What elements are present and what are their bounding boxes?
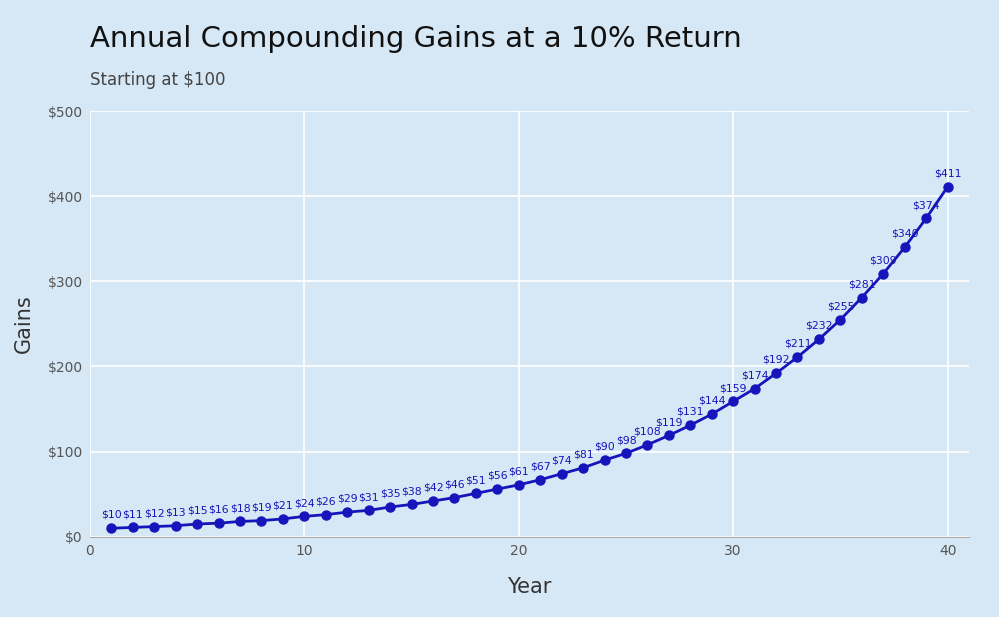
Text: $74: $74 xyxy=(551,455,572,465)
Text: $90: $90 xyxy=(594,442,615,452)
Text: $26: $26 xyxy=(316,496,336,507)
Text: $56: $56 xyxy=(487,471,507,481)
Text: $10: $10 xyxy=(101,510,122,520)
Text: $144: $144 xyxy=(698,396,725,406)
Text: $67: $67 xyxy=(529,462,550,471)
Text: $31: $31 xyxy=(359,492,379,502)
Text: $21: $21 xyxy=(273,500,293,511)
Text: $16: $16 xyxy=(208,505,229,515)
Text: $411: $411 xyxy=(934,168,961,178)
Text: $119: $119 xyxy=(655,417,682,427)
Text: $192: $192 xyxy=(762,355,790,365)
Text: $15: $15 xyxy=(187,506,208,516)
Text: $174: $174 xyxy=(741,370,768,380)
Text: $255: $255 xyxy=(826,301,854,312)
Text: $13: $13 xyxy=(166,507,186,518)
X-axis label: Year: Year xyxy=(507,577,551,597)
Text: $281: $281 xyxy=(848,280,875,289)
Text: $18: $18 xyxy=(230,503,251,513)
Text: $46: $46 xyxy=(445,479,465,489)
Text: $340: $340 xyxy=(891,229,918,239)
Text: $12: $12 xyxy=(144,508,165,518)
Text: $24: $24 xyxy=(294,498,315,508)
Y-axis label: Gains: Gains xyxy=(14,294,34,354)
Text: Annual Compounding Gains at a 10% Return: Annual Compounding Gains at a 10% Return xyxy=(90,25,741,52)
Text: $374: $374 xyxy=(912,200,940,210)
Text: $108: $108 xyxy=(633,426,661,436)
Text: $98: $98 xyxy=(615,435,636,445)
Text: $11: $11 xyxy=(123,509,143,519)
Text: $19: $19 xyxy=(251,502,272,512)
Text: $29: $29 xyxy=(337,494,358,503)
Text: $81: $81 xyxy=(572,450,593,460)
Text: $42: $42 xyxy=(423,482,444,493)
Text: $309: $309 xyxy=(869,255,897,265)
Text: $51: $51 xyxy=(466,475,487,485)
Text: $61: $61 xyxy=(508,466,529,476)
Text: Starting at $100: Starting at $100 xyxy=(90,71,226,89)
Text: $35: $35 xyxy=(380,489,401,499)
Text: $131: $131 xyxy=(676,407,704,417)
Text: $232: $232 xyxy=(805,321,833,331)
Text: $211: $211 xyxy=(784,339,811,349)
Text: $159: $159 xyxy=(719,383,747,393)
Text: $38: $38 xyxy=(402,486,422,496)
